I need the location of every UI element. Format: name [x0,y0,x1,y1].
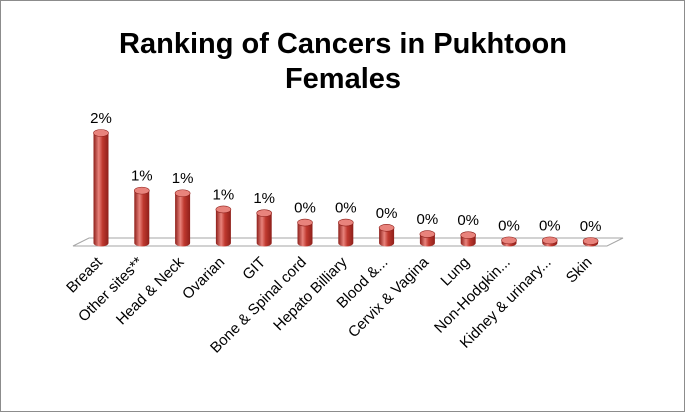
data-label-ovarian: 1% [213,186,235,203]
data-label-other-sites: 1% [131,168,153,185]
data-label-cervix-vagina: 0% [417,211,439,228]
bar-top-non-hodgkin [501,236,517,245]
data-label-head-neck: 1% [172,170,194,187]
bar-non-hodgkin [501,236,517,247]
bar-body-head-neck [175,193,191,247]
bar-skin [582,237,599,247]
bar-body-other-sites [134,190,150,247]
tick-label-git: GIT [239,254,269,284]
bar-top-skin [582,237,599,245]
bar-blood [378,224,395,247]
tick-label-skin: Skin [563,254,596,287]
bar-hepato-billiary [337,218,354,247]
bar-top-breast [93,129,109,137]
bar-body-hepato-billiary [338,222,354,247]
data-label-hepato-billiary: 0% [335,200,357,217]
bar-top-other-sites [134,186,150,195]
bar-cervix-vagina [419,230,436,247]
chart-title-line-1: Ranking of Cancers in Pukhtoon [119,28,567,60]
bar-body-blood [379,227,395,247]
data-label-bone-spinal-cord: 0% [294,200,316,217]
bar-breast [93,129,109,247]
bar-body-ovarian [215,209,231,247]
bar-top-lung [460,231,477,239]
data-label-non-hodgkin: 0% [498,217,520,234]
tick-label-lung: Lung [437,254,473,290]
data-label-breast: 2% [90,110,112,127]
data-label-lung: 0% [457,212,479,229]
tick-label-ovarian: Ovarian [179,254,228,303]
bar-top-head-neck [174,189,191,198]
bar-top-bone-spinal-cord [297,218,313,227]
data-label-kidney-urinary: 0% [539,217,561,234]
bar-git [256,209,273,247]
bar-head-neck [174,189,191,247]
bar-top-ovarian [215,205,232,214]
bar-body-bone-spinal-cord [297,222,313,247]
bar-top-kidney-urinary [541,236,558,245]
bar-top-blood [378,224,395,232]
data-label-skin: 0% [580,218,602,235]
data-labels: 2% 1% 1% 1% 1% 0% 0% 0% 0% 0% 0% 0% 0% [90,110,601,235]
bar-series [93,129,599,247]
bar-body-git [256,213,272,247]
data-label-blood: 0% [376,205,398,222]
data-label-git: 1% [253,190,275,207]
bar-kidney-urinary [541,236,558,247]
bar-top-cervix-vagina [419,230,436,238]
bar-top-git [256,209,273,217]
bar-lung [460,231,477,247]
chart-title-line-2: Females [285,63,401,95]
bar-bone-spinal-cord [297,218,313,247]
bar-top-hepato-billiary [337,218,354,227]
bar-ovarian [215,205,232,247]
bar-body-breast [93,133,109,247]
bar-other-sites [134,186,150,247]
